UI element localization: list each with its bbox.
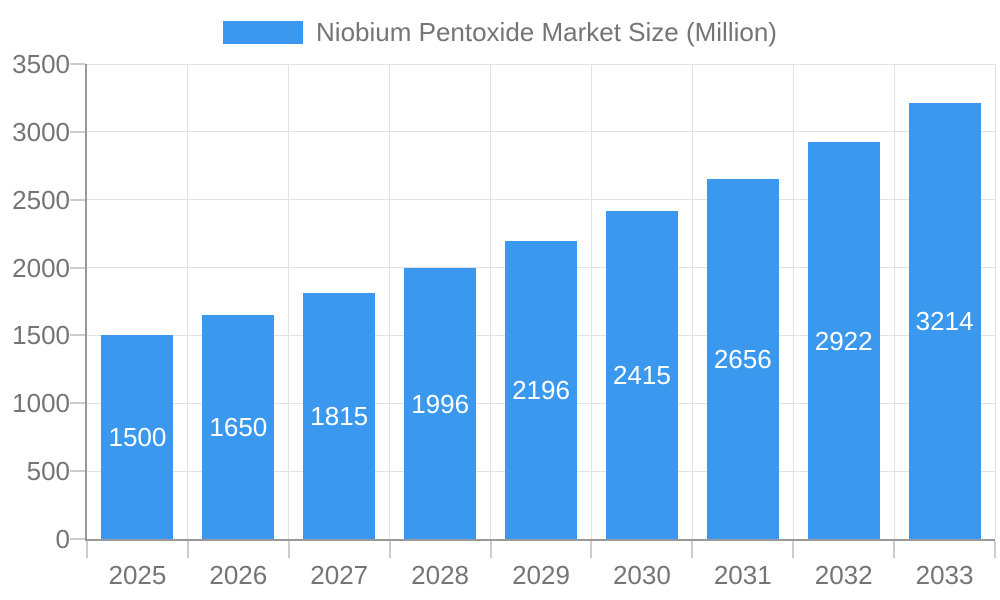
x-axis-line — [85, 539, 995, 541]
x-axis-label-2026: 2026 — [209, 560, 268, 590]
y-axis-tick-label: 3000 — [12, 116, 70, 147]
x-axis-tick — [893, 541, 896, 558]
x-axis-tick — [994, 541, 996, 558]
legend-swatch-icon — [223, 20, 304, 44]
bar-2028[interactable]: 1996 — [404, 268, 477, 539]
legend[interactable]: Niobium Pentoxide Market Size (Million) — [0, 17, 1000, 47]
bar-value-label: 2415 — [612, 360, 671, 391]
y-axis-tick — [70, 130, 85, 133]
y-axis-tick-label: 2500 — [12, 184, 70, 215]
bar-2032[interactable]: 2922 — [807, 142, 880, 539]
bar-value-label: 2196 — [512, 374, 570, 405]
y-axis-tick — [70, 470, 85, 473]
x-axis-label-2025: 2025 — [108, 560, 167, 590]
y-axis-tick-label: 3500 — [12, 49, 70, 79]
y-axis-tick — [70, 198, 85, 201]
x-gridline — [187, 64, 189, 539]
bar-value-label: 1500 — [108, 422, 167, 453]
y-axis-tick — [70, 538, 85, 540]
bar-2029[interactable]: 2196 — [505, 240, 577, 539]
x-axis-label-2027: 2027 — [310, 560, 369, 590]
bar-value-label: 3214 — [915, 305, 974, 336]
x-gridline — [389, 64, 391, 539]
bar-value-label: 1650 — [209, 412, 268, 443]
x-gridline — [490, 64, 492, 539]
plot-area: 0 500 1000 1500 2000 2500 3000 3500 1500 1650 1815… — [12, 49, 996, 590]
y-axis-tick-label: 0 — [55, 524, 70, 554]
bar-2030[interactable]: 2415 — [605, 211, 678, 539]
x-gridline — [590, 64, 592, 539]
y-axis-tick-label: 1500 — [12, 320, 70, 351]
x-gridline — [288, 64, 290, 539]
x-axis-tick — [590, 541, 593, 558]
bar-2033[interactable]: 3214 — [908, 102, 981, 539]
x-axis-label-2031: 2031 — [713, 560, 772, 590]
x-gridline — [691, 64, 693, 539]
bar-value-label: 1815 — [310, 400, 369, 431]
y-axis-line — [85, 64, 87, 541]
y-axis-tick — [70, 334, 85, 337]
x-axis-tick — [287, 541, 290, 558]
x-axis-tick — [388, 541, 391, 558]
x-gridline — [994, 64, 996, 539]
x-axis-tick — [691, 541, 694, 558]
x-axis-label-2029: 2029 — [512, 560, 570, 590]
y-gridline — [87, 131, 995, 133]
x-axis-tick — [792, 541, 795, 558]
bar-2027[interactable]: 1815 — [303, 292, 376, 539]
y-axis-tick — [70, 266, 85, 269]
x-gridline — [792, 64, 794, 539]
x-axis-label-2032: 2032 — [814, 560, 873, 590]
y-gridline — [87, 199, 995, 201]
bar-value-label: 2922 — [814, 325, 873, 356]
bar-value-label: 1996 — [411, 388, 470, 419]
bar-2031[interactable]: 2656 — [706, 178, 779, 539]
bar-2026[interactable]: 1650 — [202, 315, 275, 539]
bar-2025[interactable]: 1500 — [101, 335, 174, 539]
x-gridline — [893, 64, 895, 539]
y-axis-tick — [70, 402, 85, 405]
x-axis-tick — [186, 541, 189, 558]
y-axis-tick-label: 2000 — [12, 252, 70, 283]
x-axis-label-2033: 2033 — [915, 560, 974, 590]
x-axis-tick — [489, 541, 492, 558]
y-axis-tick-label: 1000 — [12, 388, 70, 419]
x-axis-tick — [86, 541, 88, 558]
bar-value-label: 2656 — [713, 343, 772, 374]
y-axis-tick-label: 500 — [26, 456, 70, 487]
x-axis-label-2030: 2030 — [612, 560, 671, 590]
y-axis-tick — [70, 63, 85, 65]
legend-label: Niobium Pentoxide Market Size (Million) — [316, 17, 777, 47]
x-axis-label-2028: 2028 — [411, 560, 470, 590]
y-gridline — [87, 63, 995, 65]
